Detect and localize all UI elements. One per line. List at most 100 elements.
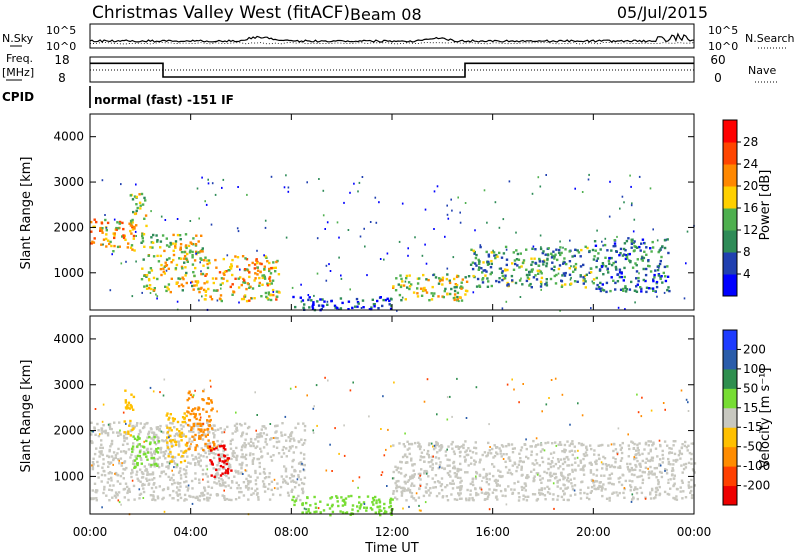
power-cell — [147, 254, 150, 257]
velocity-cell — [624, 479, 627, 483]
velocity-cell — [619, 448, 623, 451]
power-cell — [225, 270, 228, 273]
power-cell — [614, 281, 617, 285]
velocity-cell — [453, 465, 456, 468]
power-cell — [360, 307, 363, 309]
velocity-cell — [254, 469, 257, 473]
velocity-cell — [269, 423, 272, 425]
velocity-cell — [682, 467, 686, 471]
velocity-cell — [661, 453, 664, 457]
velocity-cell — [663, 440, 667, 443]
velocity-cell — [631, 468, 634, 472]
power-cell — [444, 287, 447, 291]
power-cell — [419, 287, 423, 290]
velocity-cell — [356, 509, 360, 513]
power-cell — [511, 279, 514, 282]
freq-label-line2: [MHz] — [2, 66, 34, 79]
power-cell — [113, 232, 116, 235]
velocity-cell — [326, 503, 329, 506]
power-cell — [143, 274, 146, 277]
velocity-cell — [540, 488, 543, 492]
velocity-cell — [397, 471, 401, 474]
power-cell — [237, 286, 241, 289]
velocity-cell — [612, 491, 615, 494]
power-cell — [229, 267, 233, 270]
power-cell — [503, 268, 507, 271]
velocity-cell — [593, 453, 596, 456]
power-cell — [450, 287, 453, 291]
velocity-cell — [417, 441, 420, 444]
velocity-cell — [680, 464, 683, 467]
velocity-cell — [651, 456, 655, 459]
velocity-cell — [672, 484, 675, 488]
nave-tick-bottom: 0 — [714, 71, 722, 85]
velocity-cell — [436, 480, 440, 483]
power-cell — [425, 278, 428, 281]
velocity-cell — [654, 447, 658, 450]
power-cell — [210, 298, 214, 301]
power-cell — [500, 256, 504, 259]
velocity-cell — [339, 510, 342, 513]
power-cell — [141, 237, 144, 240]
power-cell — [256, 266, 259, 269]
velocity-cell — [566, 440, 569, 443]
velocity-cell — [548, 492, 552, 495]
noise-panel-frame — [89, 23, 695, 49]
velocity-cell — [482, 476, 485, 479]
power-cell — [150, 210, 152, 213]
time-tick-label: 04:00 — [173, 525, 208, 539]
velocity-cell — [153, 463, 156, 466]
power-cell — [339, 307, 343, 310]
velocity-cell — [343, 500, 346, 503]
velocity-cell — [235, 458, 238, 462]
velocity-cell — [130, 475, 133, 479]
power-cell — [219, 294, 223, 297]
velocity-cell — [162, 470, 166, 473]
velocity-cell — [270, 459, 274, 462]
velocity-cell — [590, 478, 594, 482]
power-cell — [470, 248, 473, 251]
colorbar-tick-label: 16 — [743, 201, 758, 215]
velocity-cell — [633, 487, 637, 491]
velocity-cell — [149, 441, 152, 444]
velocity-cell — [229, 447, 233, 450]
power-cell — [555, 273, 558, 277]
velocity-cell — [142, 472, 145, 476]
power-cell — [272, 290, 275, 293]
velocity-cell — [378, 505, 382, 508]
velocity-cell — [260, 428, 263, 431]
velocity-cell — [659, 464, 662, 467]
velocity-cell — [599, 444, 602, 447]
velocity-cell — [449, 482, 452, 485]
power-cell — [686, 230, 689, 233]
velocity-cell — [667, 478, 670, 481]
velocity-cell — [401, 455, 405, 459]
power-cell — [562, 246, 564, 249]
velocity-cell — [154, 462, 158, 466]
velocity-cell — [658, 439, 661, 442]
power-cell — [167, 288, 170, 291]
power-cell — [584, 245, 587, 248]
velocity-cell — [178, 433, 182, 436]
power-cell — [657, 264, 661, 268]
power-cell — [268, 275, 272, 279]
velocity-cell — [297, 474, 300, 477]
velocity-cell — [220, 455, 223, 459]
power-cell — [251, 297, 253, 300]
power-cell — [407, 281, 411, 284]
power-cell — [596, 257, 600, 260]
velocity-cell — [293, 486, 297, 489]
velocity-cell — [579, 459, 582, 462]
power-cell — [647, 264, 650, 268]
power-cell — [598, 287, 601, 290]
velocity-cell — [214, 474, 217, 477]
velocity-cell — [195, 444, 198, 447]
power-cell — [658, 249, 661, 252]
power-cell — [163, 272, 166, 275]
velocity-cell — [162, 496, 165, 500]
velocity-cell — [623, 487, 626, 489]
velocity-cell — [454, 445, 458, 448]
power-cell — [658, 262, 662, 266]
power-cell — [222, 257, 225, 261]
velocity-cell — [573, 477, 576, 480]
